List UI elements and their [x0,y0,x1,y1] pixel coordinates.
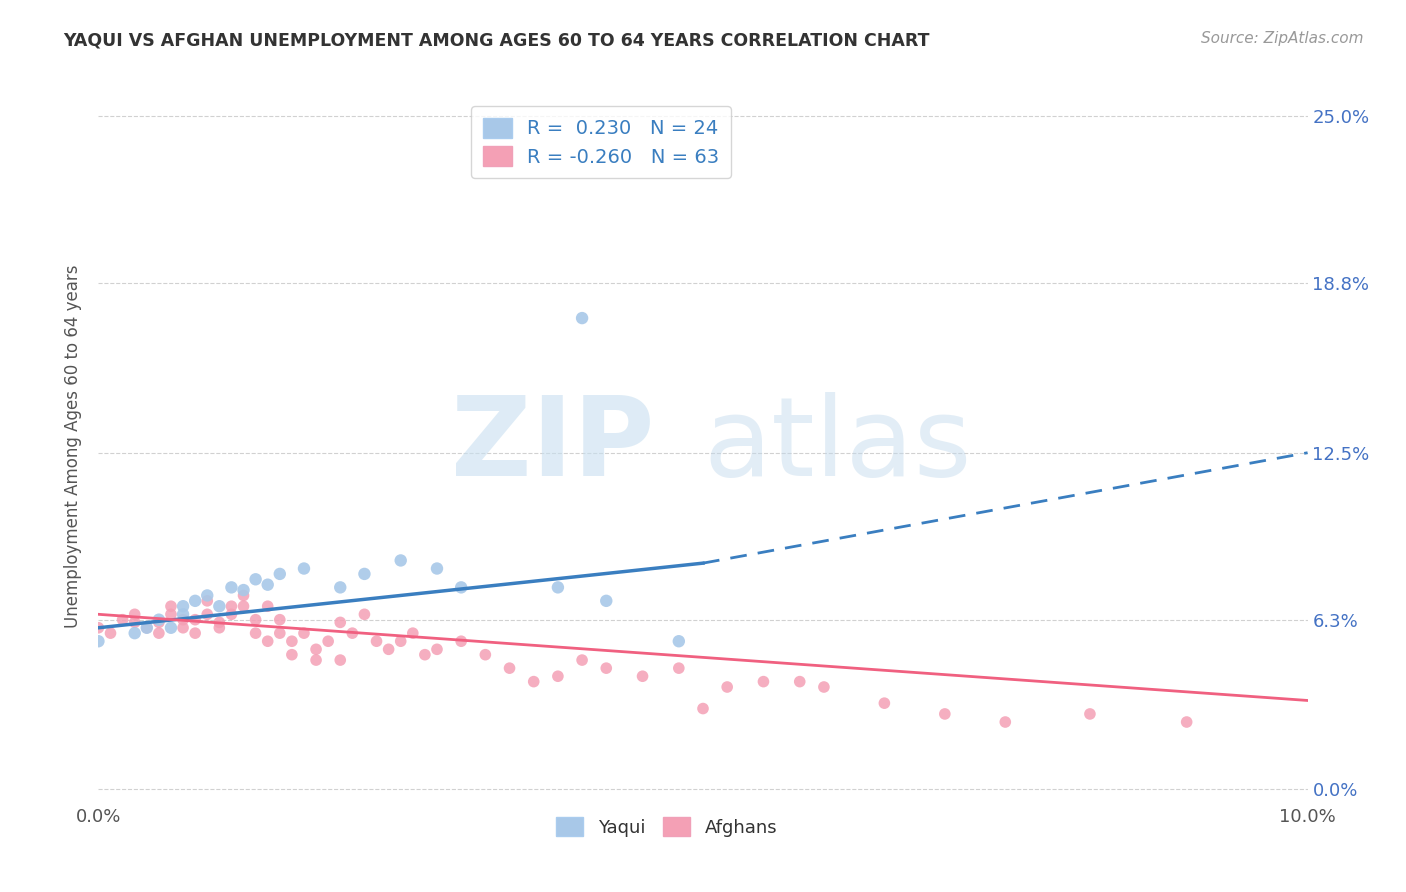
Point [124,607,146,622]
Point [124,615,146,630]
Point [172,621,194,635]
Point [994,714,1017,729]
Point [389,553,412,567]
Text: YAQUI VS AFGHAN UNEMPLOYMENT AMONG AGES 60 TO 64 YEARS CORRELATION CHART: YAQUI VS AFGHAN UNEMPLOYMENT AMONG AGES … [63,31,929,49]
Point [631,669,654,683]
Point [100,626,122,640]
Point [342,626,364,640]
Point [184,626,207,640]
Point [571,653,593,667]
Legend: Yaqui, Afghans: Yaqui, Afghans [548,810,785,844]
Point [148,613,170,627]
Point [523,674,546,689]
Point [135,621,157,635]
Point [353,607,375,622]
Point [245,572,267,586]
Point [305,642,328,657]
Point [934,706,956,721]
Point [221,607,243,622]
Point [135,621,157,635]
Point [221,599,243,614]
Point [377,642,399,657]
Point [281,648,304,662]
Point [292,626,315,640]
Point [789,674,811,689]
Y-axis label: Unemployment Among Ages 60 to 64 years: Unemployment Among Ages 60 to 64 years [65,264,83,628]
Point [873,696,896,710]
Point [148,626,170,640]
Point [716,680,738,694]
Point [547,580,569,594]
Point [474,648,496,662]
Point [450,580,472,594]
Point [668,661,690,675]
Point [172,607,194,622]
Point [269,626,291,640]
Point [184,613,207,627]
Point [195,594,218,608]
Point [208,615,231,630]
Text: ZIP: ZIP [451,392,655,500]
Point [498,661,520,675]
Point [668,634,690,648]
Point [208,621,231,635]
Point [353,566,375,581]
Point [813,680,835,694]
Point [245,626,267,640]
Point [208,599,231,614]
Point [547,669,569,683]
Point [402,626,425,640]
Point [124,626,146,640]
Point [1175,714,1198,729]
Point [160,599,183,614]
Point [571,311,593,326]
Point [329,653,352,667]
Point [413,648,436,662]
Point [752,674,775,689]
Point [232,589,254,603]
Point [1078,706,1101,721]
Point [450,634,472,648]
Point [595,661,617,675]
Point [245,613,267,627]
Point [329,615,352,630]
Point [366,634,388,648]
Point [256,577,278,591]
Point [256,599,278,614]
Point [195,589,218,603]
Point [111,613,134,627]
Point [426,561,449,575]
Point [305,653,328,667]
Point [256,634,278,648]
Point [160,621,183,635]
Point [172,613,194,627]
Point [87,634,110,648]
Point [281,634,304,648]
Point [184,594,207,608]
Point [389,634,412,648]
Text: Source: ZipAtlas.com: Source: ZipAtlas.com [1201,31,1364,46]
Point [195,607,218,622]
Point [148,615,170,630]
Point [269,613,291,627]
Point [269,566,291,581]
Point [292,561,315,575]
Point [87,621,110,635]
Point [232,599,254,614]
Point [329,580,352,594]
Point [160,607,183,622]
Point [595,594,617,608]
Point [221,580,243,594]
Point [426,642,449,657]
Text: atlas: atlas [703,392,972,500]
Point [172,599,194,614]
Point [692,701,714,715]
Point [232,583,254,598]
Point [316,634,339,648]
